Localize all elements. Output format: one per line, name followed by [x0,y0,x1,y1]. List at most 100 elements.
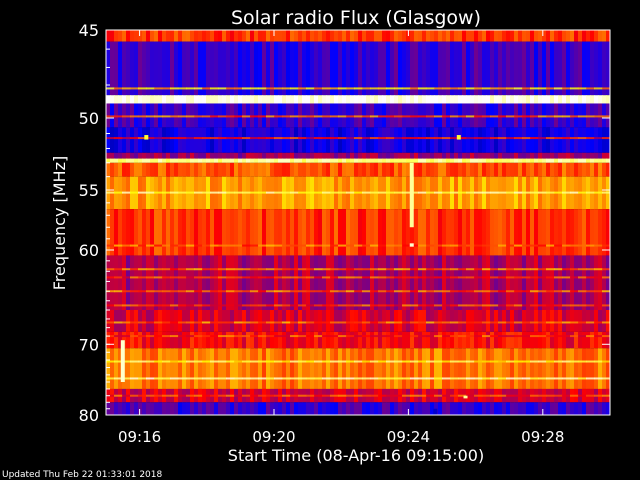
emission-line-segment [250,191,259,194]
band-cell [538,30,543,42]
band-cell [518,30,523,42]
emission-line-segment [242,137,251,140]
emission-line-segment [418,244,427,247]
band-cell [230,310,235,332]
band-cell [234,41,239,96]
band-cell [198,310,203,332]
emission-line-segment [138,87,147,90]
band-cell [354,41,359,96]
band-cell [298,158,303,163]
emission-line-segment [522,394,531,397]
band-cell [346,255,351,310]
emission-line-segment [210,394,219,397]
band-cell [602,162,607,177]
band-cell [186,158,191,163]
band-cell [558,158,563,163]
band-cell [502,348,507,389]
band-cell [354,209,359,256]
emission-line-segment [394,304,403,307]
band-cell [542,209,547,256]
emission-line-segment [266,394,275,397]
emission-line-segment [426,137,435,140]
band-cell [334,255,339,310]
emission-line-segment [330,115,339,118]
emission-line-segment [578,377,587,380]
band-cell [522,152,527,159]
emission-line-segment [258,335,267,338]
band-cell [474,255,479,310]
band-cell [458,158,463,163]
band-cell [498,162,503,177]
emission-line-segment [474,191,483,194]
emission-line-segment [266,191,275,194]
band-cell [562,152,567,159]
emission-line-segment [338,244,347,247]
emission-line-segment [522,377,531,380]
band-cell [206,310,211,332]
band-cell [330,348,335,389]
band-cell [342,331,347,349]
band-cell [410,158,415,163]
band-cell [158,41,163,96]
band-cell [270,152,275,159]
emission-line-segment [410,276,419,279]
band-cell [106,255,111,310]
band-cell [498,158,503,163]
emission-line-segment [154,137,163,140]
band-cell [282,310,287,332]
x-tick-label: 09:20 [252,428,295,446]
band-cell [186,209,191,256]
emission-line-segment [362,115,371,118]
frequency-band [106,255,611,310]
band-cell [186,41,191,96]
band-cell [526,209,531,256]
band-cell [250,209,255,256]
band-cell [334,162,339,177]
emission-line-segment [186,87,195,90]
emission-line-segment [306,115,315,118]
band-cell [258,152,263,159]
band-cell [578,158,583,163]
band-cell [234,255,239,310]
band-cell [446,30,451,42]
emission-line-segment [106,115,115,118]
band-cell [250,162,255,177]
emission-line-segment [378,335,387,338]
band-cell [346,162,351,177]
emission-line-segment [170,244,179,247]
emission-line-segment [314,394,323,397]
emission-line-segment [562,335,571,338]
emission-line-segment [546,335,555,338]
band-cell [178,158,183,163]
band-cell [154,41,159,96]
emission-line-segment [354,191,363,194]
emission-line-segment [346,137,355,140]
emission-line-segment [378,137,387,140]
emission-line-segment [210,276,219,279]
band-cell [374,255,379,310]
band-cell [326,402,331,415]
band-cell [338,348,343,389]
band-cell [358,402,363,415]
band-cell [442,95,447,104]
band-cell [402,95,407,104]
emission-line-segment [546,377,555,380]
band-cell [222,402,227,415]
band-cell [186,255,191,310]
band-cell [338,158,343,163]
band-cell [318,95,323,104]
band-cell [530,402,535,415]
band-cell [390,402,395,415]
band-cell [446,158,451,163]
band-cell [126,310,131,332]
emission-line-segment [362,137,371,140]
emission-line-segment [218,290,227,293]
band-cell [442,152,447,159]
band-cell [174,30,179,42]
band-cell [394,158,399,163]
band-cell [466,255,471,310]
band-cell [582,348,587,389]
emission-line [106,335,611,338]
band-cell [370,162,375,177]
band-cell [222,41,227,96]
